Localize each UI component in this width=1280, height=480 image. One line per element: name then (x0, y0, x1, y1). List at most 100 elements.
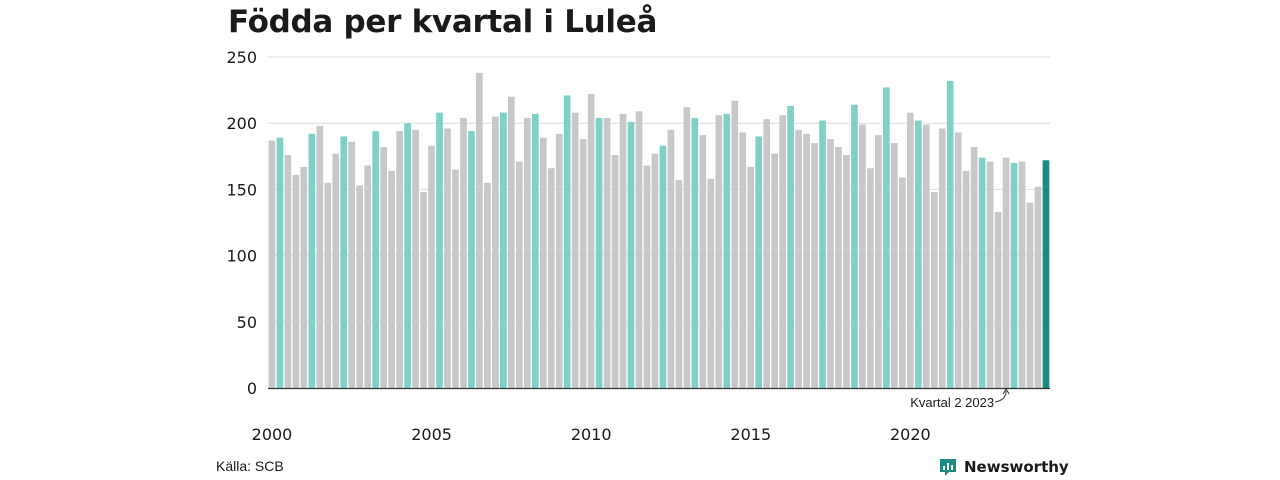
y-tick-label: 250 (226, 48, 257, 67)
tick-labels: 0 50 100 150 200 250 2000 2005 2010 2015 2020 (226, 48, 930, 444)
bar (659, 145, 667, 388)
y-tick-label: 200 (226, 114, 257, 133)
bar (316, 125, 324, 388)
bar (396, 131, 403, 388)
bar (476, 72, 483, 388)
bar (763, 119, 771, 388)
bar (563, 95, 571, 389)
bar (468, 131, 475, 388)
bar (667, 129, 675, 388)
bar (611, 154, 619, 388)
bar (795, 129, 802, 388)
bar (444, 128, 451, 388)
bar (651, 153, 659, 388)
bar (348, 141, 356, 388)
bar (388, 170, 395, 388)
bar (1034, 186, 1042, 388)
bar (579, 139, 587, 388)
bar (835, 147, 842, 388)
bar (715, 115, 723, 388)
bar (898, 177, 906, 388)
bar (1026, 202, 1034, 388)
bar (539, 137, 547, 388)
bar (308, 133, 316, 388)
bar (755, 136, 763, 388)
bar (324, 182, 332, 388)
bar (978, 157, 986, 388)
bar (500, 112, 507, 389)
bar (1042, 160, 1050, 388)
bar (603, 117, 611, 389)
bar (994, 211, 1002, 388)
bar (699, 135, 707, 388)
bar (803, 133, 810, 388)
bar (643, 165, 651, 388)
bar (691, 117, 699, 389)
bar (1002, 157, 1010, 388)
y-tick-label: 50 (237, 313, 257, 332)
bar (332, 153, 340, 388)
x-tick-label: 2010 (571, 425, 612, 444)
bar (276, 137, 284, 388)
brand[interactable]: Newsworthy (938, 456, 1069, 478)
bar (946, 80, 954, 388)
annotation-arrow (995, 390, 1007, 403)
bar (875, 135, 882, 388)
bar (883, 87, 890, 388)
bar (914, 120, 922, 389)
bar (268, 140, 276, 388)
bar (954, 132, 962, 388)
bar (420, 192, 427, 388)
bar (340, 136, 348, 388)
bar (627, 121, 635, 388)
bar (723, 113, 731, 389)
bar (587, 94, 595, 388)
bar (595, 117, 603, 389)
bar (819, 120, 826, 389)
bar (292, 174, 300, 388)
bar (827, 139, 834, 388)
bar (922, 124, 930, 389)
bar (284, 154, 292, 388)
bar (619, 113, 627, 389)
bar (787, 105, 794, 389)
annotation-label: Kvartal 2 2023 (910, 395, 994, 410)
bar (412, 129, 419, 388)
bar (811, 143, 818, 388)
brand-name: Newsworthy (964, 458, 1069, 476)
bar (428, 145, 435, 388)
bar (779, 115, 786, 388)
y-tick-label: 150 (226, 180, 257, 199)
bars (268, 72, 1050, 389)
bar (531, 113, 539, 389)
bar (372, 131, 380, 388)
bar (507, 96, 515, 388)
bar (739, 132, 747, 388)
bar (523, 117, 531, 389)
bar (404, 123, 411, 388)
bar (906, 112, 914, 389)
bar (484, 182, 491, 388)
bar (635, 111, 643, 388)
bar (843, 154, 850, 388)
bar (986, 161, 994, 388)
bar (515, 161, 523, 388)
annotation: Kvartal 2 2023 (910, 388, 1010, 410)
bar (492, 116, 499, 388)
bar (452, 169, 459, 388)
y-tick-label: 100 (226, 247, 257, 266)
bar (380, 147, 387, 388)
x-tick-label: 2015 (730, 425, 771, 444)
bar (859, 124, 866, 389)
bar (731, 100, 739, 388)
bar (460, 117, 467, 389)
bar (364, 165, 372, 388)
x-tick-label: 2000 (252, 425, 293, 444)
bar (938, 128, 946, 388)
bar (675, 180, 683, 388)
bar (930, 192, 938, 388)
bar (1010, 162, 1018, 388)
bar (356, 185, 364, 388)
bar (747, 166, 755, 388)
bar (683, 107, 691, 388)
